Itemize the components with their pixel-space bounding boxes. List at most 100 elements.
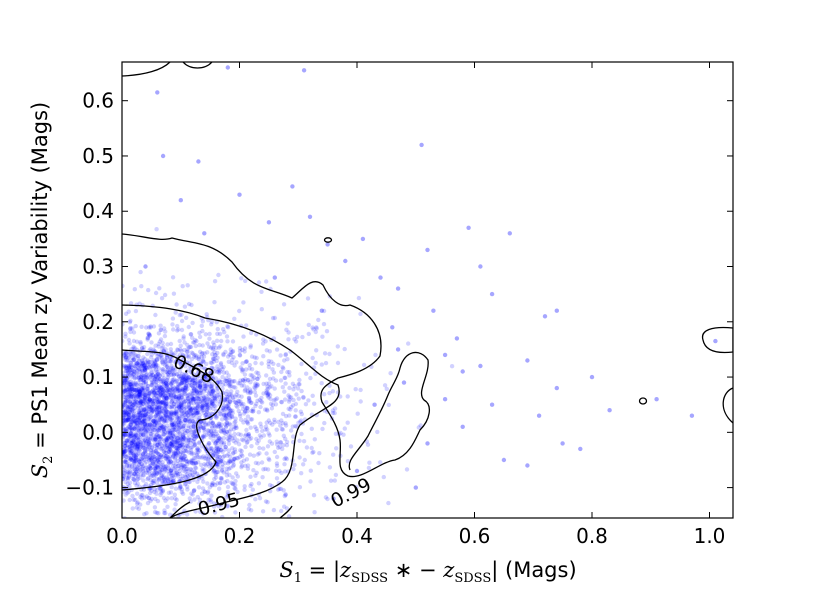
data-point bbox=[158, 399, 163, 405]
data-point bbox=[160, 361, 166, 366]
data-point bbox=[228, 408, 233, 413]
data-point bbox=[146, 325, 152, 330]
data-point bbox=[179, 327, 185, 333]
data-point bbox=[126, 412, 132, 417]
data-point bbox=[193, 465, 198, 470]
data-point bbox=[174, 414, 179, 420]
data-point bbox=[175, 416, 180, 421]
data-point bbox=[155, 457, 161, 463]
data-point bbox=[273, 397, 278, 402]
data-point bbox=[296, 382, 301, 387]
data-point bbox=[185, 473, 191, 479]
data-point bbox=[332, 406, 338, 411]
data-point bbox=[189, 302, 194, 308]
data-point bbox=[210, 382, 215, 387]
contour-099-small-1 bbox=[323, 237, 333, 243]
data-point bbox=[143, 470, 148, 475]
data-point bbox=[147, 333, 152, 338]
data-point bbox=[134, 420, 139, 425]
data-point bbox=[607, 408, 612, 413]
data-point bbox=[149, 496, 154, 502]
data-point bbox=[217, 392, 222, 397]
data-point bbox=[139, 373, 144, 378]
data-point bbox=[281, 488, 286, 493]
data-point bbox=[314, 348, 319, 353]
data-point bbox=[129, 440, 134, 446]
data-point bbox=[241, 334, 246, 339]
data-point bbox=[177, 440, 183, 446]
data-point bbox=[133, 415, 139, 421]
data-point bbox=[159, 490, 164, 496]
data-point bbox=[170, 442, 175, 447]
data-point bbox=[312, 437, 317, 442]
data-point bbox=[171, 444, 176, 449]
data-point bbox=[148, 407, 154, 412]
data-point bbox=[137, 410, 142, 416]
data-point bbox=[129, 431, 134, 436]
data-point bbox=[395, 286, 401, 291]
data-point bbox=[132, 453, 137, 458]
data-point bbox=[227, 399, 233, 404]
data-point bbox=[140, 428, 145, 434]
data-point bbox=[244, 323, 249, 328]
data-point bbox=[264, 279, 269, 284]
contour-099-top-2 bbox=[182, 62, 213, 69]
data-point bbox=[194, 388, 199, 393]
data-point bbox=[198, 390, 204, 395]
data-point bbox=[134, 368, 140, 373]
data-point bbox=[133, 453, 139, 458]
data-point bbox=[219, 476, 224, 481]
data-point bbox=[157, 339, 163, 344]
data-point bbox=[254, 426, 259, 431]
data-point bbox=[127, 414, 132, 420]
data-point bbox=[230, 414, 235, 419]
data-point bbox=[142, 530, 146, 534]
data-point bbox=[131, 357, 137, 363]
data-point bbox=[184, 380, 190, 385]
data-point bbox=[211, 356, 216, 361]
data-point bbox=[170, 398, 175, 403]
data-point bbox=[206, 497, 211, 502]
data-point bbox=[149, 405, 155, 410]
data-point bbox=[126, 309, 131, 314]
data-point bbox=[146, 331, 152, 336]
data-point bbox=[180, 352, 185, 358]
data-point bbox=[204, 406, 210, 411]
data-point bbox=[215, 433, 220, 438]
data-point bbox=[224, 370, 229, 375]
data-point bbox=[154, 412, 159, 417]
data-point bbox=[322, 420, 327, 426]
data-point bbox=[281, 302, 287, 307]
data-point bbox=[319, 362, 324, 367]
data-point bbox=[179, 414, 185, 419]
data-point bbox=[162, 410, 167, 416]
data-point bbox=[272, 315, 278, 321]
data-point bbox=[251, 468, 256, 473]
data-point bbox=[191, 401, 196, 406]
data-point bbox=[212, 395, 217, 401]
data-point bbox=[233, 482, 238, 488]
data-point bbox=[266, 358, 271, 364]
data-point bbox=[140, 410, 145, 415]
data-point bbox=[182, 304, 188, 309]
data-point bbox=[372, 402, 377, 407]
data-point bbox=[147, 456, 152, 461]
data-point bbox=[213, 440, 219, 445]
data-point bbox=[129, 449, 134, 454]
data-point bbox=[152, 376, 157, 382]
data-point bbox=[308, 375, 313, 381]
data-point bbox=[285, 369, 290, 375]
data-point bbox=[136, 417, 141, 422]
data-point bbox=[256, 374, 262, 379]
data-point bbox=[184, 378, 189, 383]
data-point bbox=[234, 471, 239, 476]
data-point bbox=[122, 418, 125, 423]
x-tick-label: 0.0 bbox=[106, 524, 138, 548]
data-point bbox=[204, 400, 209, 405]
data-point bbox=[206, 381, 212, 387]
data-point bbox=[132, 440, 138, 445]
data-point bbox=[147, 490, 153, 496]
data-point bbox=[186, 353, 191, 358]
data-point bbox=[191, 424, 196, 429]
data-point bbox=[208, 460, 213, 466]
